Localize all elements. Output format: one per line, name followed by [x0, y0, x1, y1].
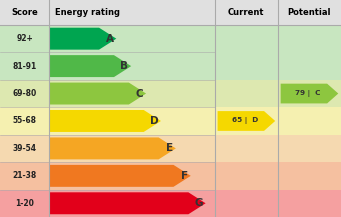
Polygon shape: [49, 192, 206, 214]
Text: F: F: [181, 171, 188, 181]
Bar: [0, 0, 341, 25]
Text: E: E: [166, 143, 173, 153]
Bar: [49, 135, 341, 162]
Bar: [0, 190, 49, 217]
Text: 92+: 92+: [16, 34, 33, 43]
Polygon shape: [49, 165, 191, 187]
Text: 55-68: 55-68: [13, 117, 37, 125]
Polygon shape: [281, 84, 338, 104]
Polygon shape: [218, 111, 275, 131]
Polygon shape: [49, 137, 176, 159]
Bar: [0, 135, 49, 162]
Text: D: D: [150, 116, 158, 126]
Text: 81-91: 81-91: [13, 62, 37, 71]
Bar: [49, 25, 341, 52]
Polygon shape: [49, 55, 131, 77]
Polygon shape: [49, 110, 161, 132]
Bar: [49, 107, 341, 135]
Bar: [0, 52, 49, 80]
Bar: [49, 80, 341, 107]
Text: 65 |  D: 65 | D: [232, 117, 258, 125]
Text: Potential: Potential: [288, 8, 331, 17]
Text: A: A: [106, 34, 114, 44]
Text: B: B: [120, 61, 129, 71]
Text: C: C: [136, 89, 143, 99]
Text: G: G: [194, 198, 203, 208]
Bar: [0, 25, 49, 52]
Bar: [0, 107, 49, 135]
Text: 69-80: 69-80: [13, 89, 37, 98]
Bar: [49, 190, 341, 217]
Text: 79 |  C: 79 | C: [295, 90, 321, 97]
Text: Energy rating: Energy rating: [55, 8, 120, 17]
Text: 1-20: 1-20: [15, 199, 34, 208]
Bar: [0, 162, 49, 190]
Bar: [49, 52, 341, 80]
Text: 21-38: 21-38: [13, 171, 37, 180]
Polygon shape: [49, 82, 146, 105]
Bar: [0, 80, 49, 107]
Text: 39-54: 39-54: [13, 144, 37, 153]
Polygon shape: [49, 28, 116, 50]
Text: Current: Current: [228, 8, 265, 17]
Bar: [49, 162, 341, 190]
Text: Score: Score: [11, 8, 38, 17]
